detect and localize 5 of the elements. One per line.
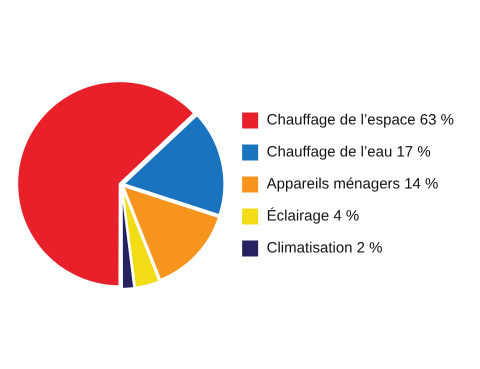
legend-label: Éclairage 4 % — [266, 206, 360, 225]
legend-label: Climatisation 2 % — [266, 240, 383, 257]
legend-label: Chauffage de l’eau 17 % — [266, 144, 431, 161]
legend-label: Appareils ménagers 14 % — [266, 176, 438, 193]
legend-label: Chauffage de l’espace 63 % — [266, 112, 454, 129]
